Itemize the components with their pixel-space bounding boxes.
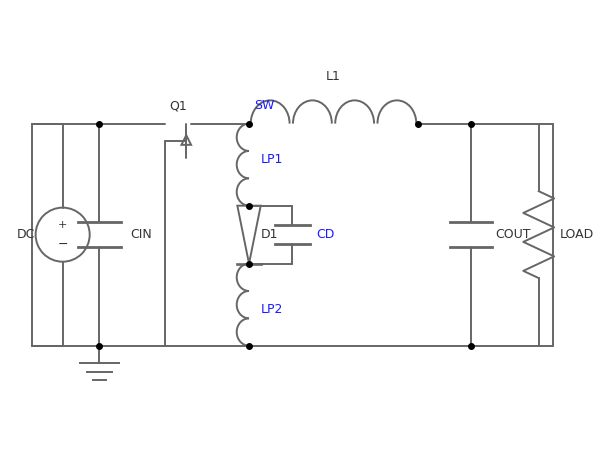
Text: SW: SW <box>254 99 274 112</box>
Text: LOAD: LOAD <box>560 228 594 241</box>
Text: CD: CD <box>317 228 335 241</box>
Text: COUT: COUT <box>495 228 531 241</box>
Text: LP2: LP2 <box>260 303 283 316</box>
Text: D1: D1 <box>260 228 278 241</box>
Text: Q1: Q1 <box>170 99 187 112</box>
Text: LP1: LP1 <box>260 153 283 166</box>
Text: +: + <box>58 220 67 230</box>
Text: −: − <box>58 238 68 251</box>
Text: CIN: CIN <box>130 228 152 241</box>
Text: DC: DC <box>17 228 35 241</box>
Text: L1: L1 <box>326 70 341 83</box>
